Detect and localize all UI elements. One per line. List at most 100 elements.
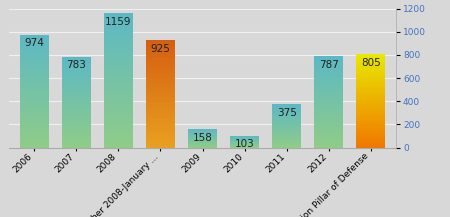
Bar — [104, 90, 133, 92]
Bar — [188, 136, 217, 137]
Bar — [146, 114, 175, 115]
Bar — [62, 110, 91, 111]
Bar — [272, 133, 302, 134]
Bar — [62, 62, 91, 64]
Bar — [146, 119, 175, 121]
Text: 783: 783 — [66, 60, 86, 70]
Bar — [62, 98, 91, 99]
Bar — [104, 137, 133, 139]
Bar — [104, 146, 133, 148]
Bar — [146, 44, 175, 46]
Bar — [62, 83, 91, 84]
Bar — [188, 139, 217, 140]
Bar — [104, 35, 133, 37]
Bar — [104, 136, 133, 138]
Bar — [104, 119, 133, 121]
Bar — [356, 143, 386, 144]
Bar — [62, 89, 91, 90]
Bar — [104, 77, 133, 79]
Bar — [62, 78, 91, 80]
Bar — [62, 75, 91, 76]
Bar — [314, 125, 343, 126]
Bar — [356, 71, 386, 72]
Bar — [356, 68, 386, 69]
Bar — [314, 69, 343, 70]
Bar — [104, 85, 133, 87]
Bar — [104, 79, 133, 81]
Bar — [19, 114, 49, 115]
Text: 787: 787 — [319, 60, 339, 70]
Bar — [104, 59, 133, 60]
Bar — [104, 20, 133, 22]
Bar — [146, 132, 175, 133]
Bar — [314, 133, 343, 134]
Bar — [314, 111, 343, 112]
Bar — [62, 109, 91, 110]
Bar — [188, 129, 217, 130]
Bar — [314, 78, 343, 79]
Bar — [356, 117, 386, 118]
Bar — [314, 94, 343, 95]
Bar — [19, 142, 49, 143]
Bar — [314, 146, 343, 148]
Bar — [272, 111, 302, 112]
Bar — [146, 67, 175, 69]
Bar — [19, 35, 49, 36]
Bar — [356, 120, 386, 121]
Bar — [314, 63, 343, 64]
Bar — [104, 129, 133, 131]
Bar — [146, 74, 175, 75]
Bar — [146, 56, 175, 58]
Bar — [314, 117, 343, 118]
Bar — [62, 132, 91, 133]
Bar — [356, 137, 386, 138]
Bar — [272, 144, 302, 145]
Bar — [104, 109, 133, 111]
Bar — [104, 57, 133, 59]
Bar — [356, 115, 386, 116]
Bar — [62, 90, 91, 91]
Bar — [356, 60, 386, 61]
Bar — [314, 102, 343, 103]
Bar — [356, 101, 386, 102]
Bar — [356, 93, 386, 94]
Bar — [146, 86, 175, 87]
Bar — [146, 82, 175, 83]
Bar — [314, 99, 343, 100]
Bar — [272, 110, 302, 111]
Bar — [19, 138, 49, 139]
Bar — [272, 108, 302, 109]
Bar — [356, 109, 386, 110]
Bar — [62, 145, 91, 146]
Bar — [104, 33, 133, 35]
Bar — [19, 112, 49, 114]
Bar — [314, 122, 343, 124]
Bar — [104, 22, 133, 23]
Bar — [104, 67, 133, 69]
Bar — [146, 63, 175, 65]
Bar — [104, 40, 133, 42]
Bar — [356, 61, 386, 62]
Bar — [19, 125, 49, 127]
Bar — [19, 100, 49, 101]
Bar — [62, 57, 91, 58]
Bar — [272, 140, 302, 141]
Bar — [146, 126, 175, 127]
Bar — [62, 74, 91, 75]
Bar — [314, 129, 343, 130]
Bar — [104, 81, 133, 82]
Bar — [314, 68, 343, 69]
Bar — [146, 77, 175, 78]
Bar — [314, 113, 343, 115]
Text: 974: 974 — [24, 38, 44, 48]
Bar — [146, 51, 175, 53]
Bar — [104, 72, 133, 74]
Bar — [104, 17, 133, 18]
Bar — [62, 77, 91, 79]
Bar — [62, 61, 91, 62]
Bar — [272, 120, 302, 121]
Bar — [272, 140, 302, 141]
Bar — [62, 120, 91, 122]
Bar — [62, 134, 91, 135]
Bar — [314, 83, 343, 84]
